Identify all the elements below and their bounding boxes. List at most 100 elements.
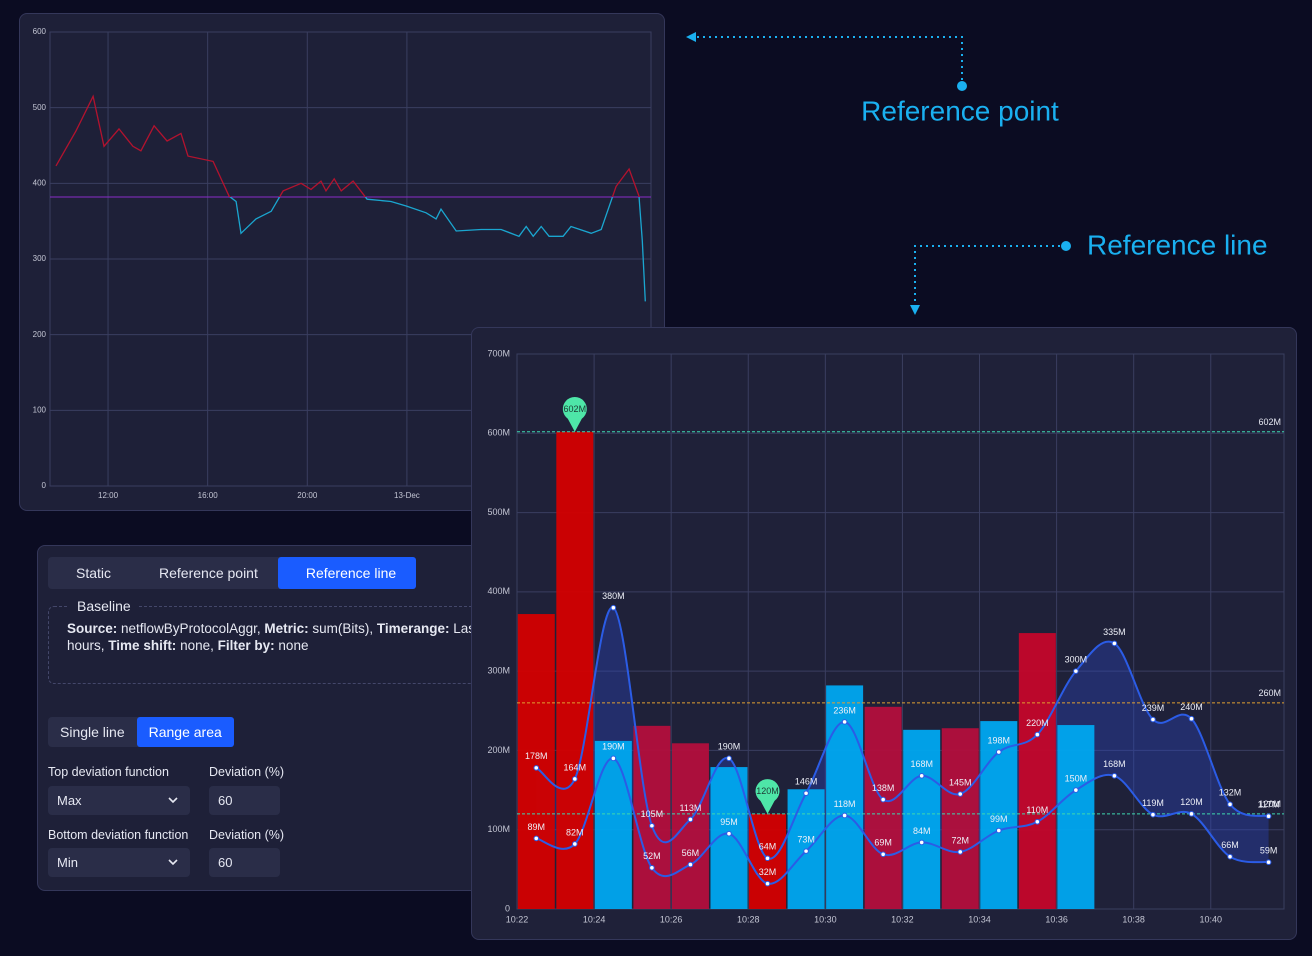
- arrow-head: [686, 32, 696, 42]
- field-value: none: [278, 638, 309, 653]
- mode-option[interactable]: Single line: [60, 724, 125, 740]
- x-tick-label: 10:34: [968, 914, 991, 924]
- arrow-head: [910, 305, 920, 315]
- data-label: 99M: [990, 814, 1008, 824]
- input-value: 60: [218, 855, 233, 870]
- point: [572, 841, 578, 847]
- point: [841, 719, 848, 725]
- point: [918, 773, 925, 779]
- select[interactable]: Min: [48, 848, 190, 877]
- point: [610, 755, 617, 762]
- data-label: 146M: [795, 777, 818, 787]
- bar: [517, 614, 555, 909]
- bar: [864, 706, 902, 909]
- data-label: 95M: [720, 817, 738, 827]
- mode-option[interactable]: Range area: [136, 717, 234, 747]
- data-label: 198M: [988, 735, 1011, 745]
- data-label: 220M: [1026, 718, 1049, 728]
- point: [1188, 811, 1195, 817]
- data-label: 32M: [759, 867, 777, 877]
- y-tick-label: 300M: [487, 666, 510, 676]
- data-label: 64M: [759, 842, 777, 852]
- input[interactable]: 60: [209, 786, 280, 815]
- point: [1227, 853, 1233, 860]
- callout-label: Reference point: [861, 95, 1059, 126]
- field-label: Time shift:: [108, 638, 177, 653]
- field-label: Timerange:: [376, 621, 450, 636]
- data-label: 110M: [1026, 805, 1048, 815]
- point: [1188, 715, 1195, 722]
- x-tick-label: 10:40: [1200, 914, 1223, 924]
- field-value: netflowByProtocolAggr,: [121, 621, 261, 636]
- point: [918, 839, 925, 846]
- mode-toggle: Single line Range area: [48, 717, 234, 747]
- data-label: 190M: [602, 742, 625, 752]
- input[interactable]: 60: [209, 848, 280, 877]
- data-label: 73M: [797, 834, 815, 844]
- data-label: 120M: [1180, 797, 1203, 807]
- data-label: 89M: [528, 822, 546, 832]
- field-label: Metric:: [264, 621, 309, 636]
- bar: [1057, 725, 1095, 909]
- y-tick-label: 600: [33, 27, 47, 36]
- baseline-text: Source: netflowByProtocolAggr, Metric: s…: [67, 620, 496, 654]
- select[interactable]: Max: [48, 786, 190, 815]
- tab[interactable]: Reference line: [277, 557, 417, 589]
- reference-label: 120M: [1258, 799, 1281, 809]
- field-value: none,: [180, 638, 214, 653]
- point: [610, 604, 617, 611]
- data-label: 168M: [1103, 759, 1126, 769]
- data-label: 300M: [1065, 655, 1088, 665]
- data-label: 72M: [951, 835, 969, 845]
- point: [1034, 818, 1041, 825]
- y-tick-label: 200: [33, 330, 47, 339]
- point: [572, 776, 578, 782]
- bar: [594, 740, 632, 909]
- data-label: 132M: [1219, 788, 1242, 798]
- data-label: 118M: [834, 799, 856, 809]
- point: [533, 835, 540, 842]
- point: [1265, 859, 1272, 866]
- data-label: 380M: [602, 591, 625, 601]
- point: [1227, 801, 1233, 808]
- tab-bar: Static Reference point Reference line: [48, 557, 417, 589]
- data-label: 84M: [913, 826, 931, 836]
- x-tick-label: 20:00: [297, 491, 318, 500]
- callout-dot: [1061, 241, 1071, 251]
- callout-connector: [694, 36, 963, 86]
- point: [726, 755, 732, 762]
- y-tick-label: 500: [33, 103, 47, 112]
- x-tick-label: 12:00: [98, 491, 119, 500]
- tab[interactable]: Static: [76, 565, 112, 581]
- y-tick-label: 300: [33, 254, 47, 263]
- x-tick-label: 10:30: [814, 914, 837, 924]
- data-label: 56M: [682, 848, 700, 858]
- point: [995, 827, 1002, 834]
- point: [1265, 813, 1272, 820]
- data-label: 335M: [1103, 627, 1126, 637]
- x-tick-label: 10:38: [1122, 914, 1145, 924]
- upper-line: [535, 606, 1269, 860]
- point: [957, 791, 964, 797]
- tab[interactable]: Reference point: [159, 565, 258, 581]
- callout-connector: [914, 245, 1066, 304]
- data-label: 117M: [1258, 800, 1280, 810]
- field-caption: Deviation (%): [209, 828, 285, 842]
- x-tick-label: 10:22: [506, 914, 529, 924]
- bar: [1018, 633, 1056, 909]
- field-caption: Deviation (%): [209, 765, 285, 779]
- point: [803, 848, 809, 854]
- select-value: Max: [57, 793, 82, 808]
- bar: [556, 431, 594, 909]
- point: [687, 861, 694, 868]
- data-label: 119M: [1142, 798, 1164, 808]
- callout-dot: [957, 81, 967, 91]
- x-tick-label: 13-Dec: [394, 491, 420, 500]
- pin: [562, 396, 587, 432]
- settings-panel: Static Reference point Reference line Ba…: [37, 545, 497, 891]
- point: [764, 880, 771, 887]
- callout-label: Reference line: [1087, 229, 1268, 260]
- y-tick-label: 200M: [487, 745, 510, 755]
- select-value: Min: [57, 855, 78, 870]
